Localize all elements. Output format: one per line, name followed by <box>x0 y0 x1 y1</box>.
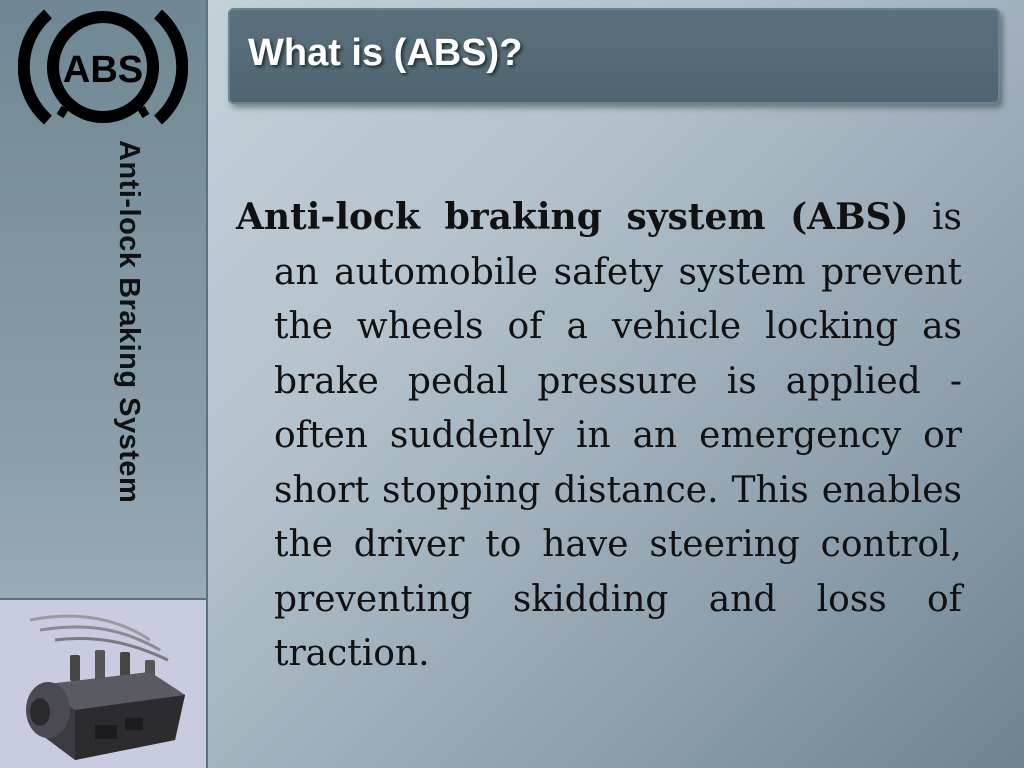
definition-paragraph: Anti-lock braking system (ABS) is an aut… <box>236 190 962 682</box>
abs-unit-image <box>0 598 206 768</box>
page-title: What is (ABS)? <box>248 32 523 74</box>
sidebar: ABS Anti-lock Braking System <box>0 0 208 768</box>
term-bold: Anti-lock braking system (ABS) <box>236 196 909 238</box>
abs-module-illustration <box>26 614 185 760</box>
sidebar-title: Anti-lock Braking System <box>113 140 145 504</box>
title-banner: What is (ABS)? <box>228 8 1000 104</box>
definition-text: is an automobile safety system prevent t… <box>274 197 962 674</box>
logo-text: ABS <box>63 49 143 91</box>
abs-warning-icon: ABS <box>18 9 188 125</box>
